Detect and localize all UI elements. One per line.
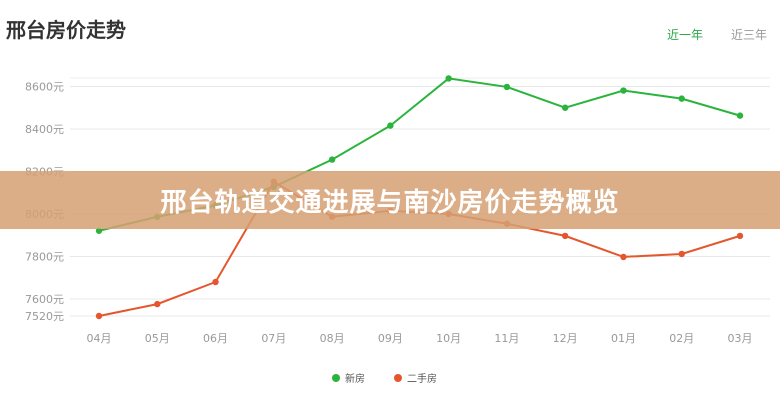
x-tick-label: 11月 [494,332,519,345]
data-point [620,253,627,261]
data-point [620,87,627,94]
y-tick-label: 7600元 [25,293,64,306]
data-point [561,104,569,111]
data-point [503,83,511,91]
data-point [387,122,394,129]
data-point [445,75,452,82]
x-tick-label: 05月 [145,332,170,345]
data-point [95,312,103,320]
data-point [736,232,744,240]
overlay-banner: 邢台轨道交通进展与南沙房价走势概览 [0,171,780,229]
x-tick-label: 08月 [320,332,345,345]
x-tick-label: 09月 [378,332,403,345]
legend-label: 二手房 [407,372,437,385]
y-tick-label: 7520元 [25,310,64,323]
legend-label: 新房 [345,372,365,385]
x-tick-label: 02月 [669,332,694,345]
data-point [678,95,685,102]
legend-marker [332,374,340,382]
tab-three-years[interactable]: 近三年 [731,28,768,42]
tab-one-year[interactable]: 近一年 [667,28,704,42]
legend-marker [394,374,402,382]
x-tick-label: 12月 [553,332,578,345]
data-point [154,300,161,308]
page-title: 邢台房价走势 [6,18,126,42]
data-point [212,278,219,286]
x-tick-label: 01月 [611,332,636,345]
x-tick-label: 06月 [203,332,228,345]
x-tick-label: 04月 [87,332,112,345]
data-point [561,232,569,240]
data-point [95,227,103,234]
data-point [736,112,744,119]
data-point [328,156,336,163]
x-tick-label: 10月 [436,332,461,345]
y-tick-label: 7800元 [25,251,64,264]
y-tick-label: 8600元 [25,81,64,94]
x-tick-label: 07月 [261,332,286,345]
data-point [678,250,685,258]
y-tick-label: 8400元 [25,123,64,136]
x-tick-label: 03月 [728,332,753,345]
